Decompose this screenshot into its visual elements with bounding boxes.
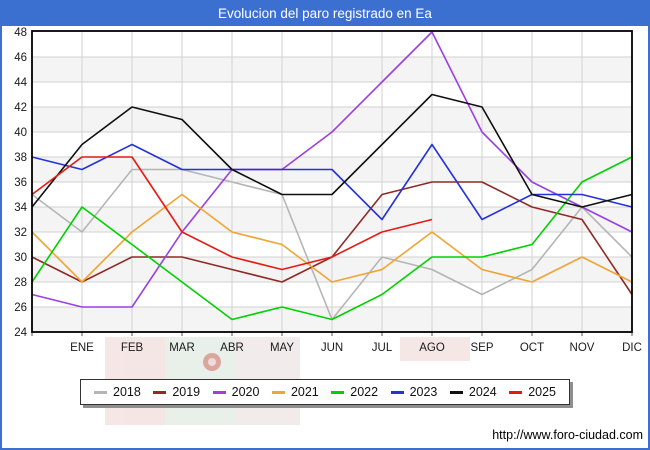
legend-year-label: 2019 [172,385,201,399]
x-axis-label: JUN [321,342,343,354]
legend-item-2023: 2023 [390,385,438,399]
footer-link[interactable]: http://www.foro-ciudad.com [492,428,643,442]
legend-swatch-2025 [509,390,523,394]
legend-item-2019: 2019 [153,385,200,399]
chart-legend: 2018 2019 2020 2021 2022 2023 2024 2025 [80,379,570,405]
legend-year-label: 2018 [113,385,141,399]
legend-year-label: 2025 [528,385,556,399]
x-axis-label: MAY [270,342,294,354]
page-title: Evolucion del paro registrado en Ea [218,6,432,21]
x-axis-label: SEP [470,342,493,354]
legend-year-label: 2021 [290,385,319,399]
series-line-2022 [31,156,633,321]
y-axis-label: 30 [14,252,27,264]
x-axis-label: DIC [622,342,642,354]
y-axis-label: 26 [14,302,27,314]
x-axis-label: NOV [570,342,595,354]
y-axis-label: 28 [14,277,27,289]
y-axis-label: 42 [14,102,27,114]
x-axis-label: ABR [220,342,244,354]
legend-swatch-2021 [271,390,285,394]
x-axis-label: OCT [520,342,544,354]
series-line-2020 [31,31,633,308]
series-line-2021 [31,193,633,283]
legend-swatch-2019 [153,390,167,394]
x-axis-label: JUL [372,342,393,354]
y-axis-label: 48 [14,27,27,39]
y-axis-label: 24 [14,327,27,339]
legend-item-2025: 2025 [509,385,556,399]
x-axis-label: AGO [419,342,445,354]
y-axis-label: 44 [14,77,27,89]
x-axis-labels: ENE FEB MAR ABR MAY JUN JUL AGO SEP OCT NOV DIC [70,342,642,354]
y-axis-label: 32 [14,227,27,239]
y-axis-labels: 48 46 44 42 40 38 36 34 32 30 28 26 24 [14,27,27,339]
y-axis-label: 34 [14,202,27,214]
legend-item-2024: 2024 [449,385,497,399]
legend-item-2020: 2020 [212,385,260,399]
x-axis-label: FEB [121,342,144,354]
series-line-2025 [31,156,433,271]
legend-swatch-2018 [94,390,107,394]
legend-swatch-2022 [331,390,345,394]
title-bar: Evolucion del paro registrado en Ea [2,2,648,26]
y-axis-label: 38 [14,152,27,164]
legend-item-2021: 2021 [271,385,319,399]
y-axis-label: 36 [14,177,27,189]
footer-url[interactable]: http://www.foro-ciudad.com [492,428,643,442]
series-line-2024 [31,93,633,208]
legend-swatch-2020 [212,390,226,394]
legend-year-label: 2024 [468,385,497,399]
legend-year-label: 2022 [350,385,379,399]
x-axis-label: MAR [169,342,195,354]
legend-item-2022: 2022 [331,385,378,399]
y-axis-label: 46 [14,52,27,64]
legend-swatch-2023 [390,390,404,394]
y-axis-label: 40 [14,127,27,139]
x-axis-label: ENE [70,342,94,354]
legend-item-2018: 2018 [94,385,141,399]
legend-year-label: 2020 [231,385,260,399]
plot-border [31,30,633,333]
legend-swatch-2024 [449,390,463,394]
legend-year-label: 2023 [409,385,438,399]
